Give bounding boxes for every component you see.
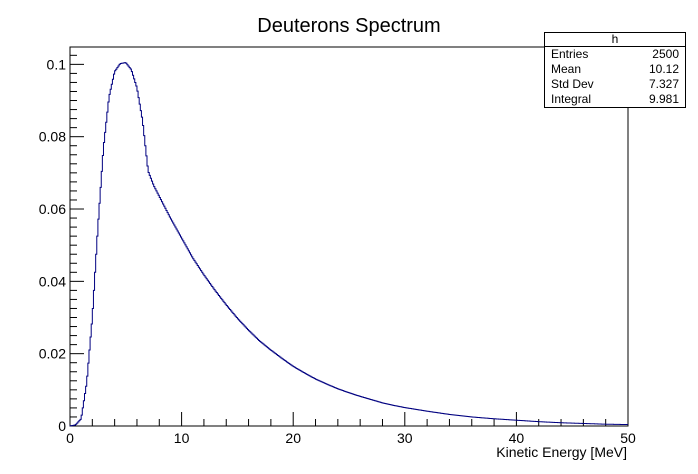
x-tick-label: 30 bbox=[397, 430, 413, 446]
stats-value: 9.981 bbox=[648, 92, 679, 106]
stats-title: h bbox=[545, 33, 685, 47]
x-axis-label: Kinetic Energy [MeV] bbox=[496, 444, 627, 460]
stats-row-mean: Mean 10.12 bbox=[545, 62, 685, 77]
x-tick-label: 20 bbox=[285, 430, 301, 446]
stats-label: Std Dev bbox=[551, 77, 594, 91]
y-tick-label: 0.1 bbox=[47, 56, 67, 72]
x-tick-label: 40 bbox=[509, 430, 525, 446]
stats-value: 2500 bbox=[652, 47, 679, 61]
histogram-line bbox=[69, 62, 628, 427]
stats-value: 7.327 bbox=[648, 77, 679, 91]
y-axis: 0 0.02 0.04 0.06 0.08 0.1 bbox=[39, 54, 84, 434]
y-tick-label: 0 bbox=[58, 418, 66, 434]
chart-title: Deuterons Spectrum bbox=[257, 15, 440, 37]
stats-label: Integral bbox=[551, 92, 592, 106]
stats-label: Mean bbox=[551, 62, 582, 76]
y-tick-label: 0.04 bbox=[39, 273, 66, 289]
y-tick-label: 0.06 bbox=[39, 201, 66, 217]
x-axis: 0 10 20 30 40 50 bbox=[66, 412, 636, 446]
x-tick-label: 0 bbox=[66, 430, 74, 446]
stats-value: 10.12 bbox=[648, 62, 679, 76]
y-tick-label: 0.02 bbox=[39, 346, 66, 362]
stats-box: h Entries 2500 Mean 10.12 Std Dev 7.327 … bbox=[544, 32, 686, 108]
y-tick-label: 0.08 bbox=[39, 129, 66, 145]
stats-row-std-dev: Std Dev 7.327 bbox=[545, 77, 685, 92]
stats-label: Entries bbox=[551, 47, 589, 61]
stats-row-entries: Entries 2500 bbox=[545, 47, 685, 62]
x-tick-label: 10 bbox=[174, 430, 190, 446]
stats-row-integral: Integral 9.981 bbox=[545, 92, 685, 107]
x-tick-label: 50 bbox=[620, 430, 636, 446]
